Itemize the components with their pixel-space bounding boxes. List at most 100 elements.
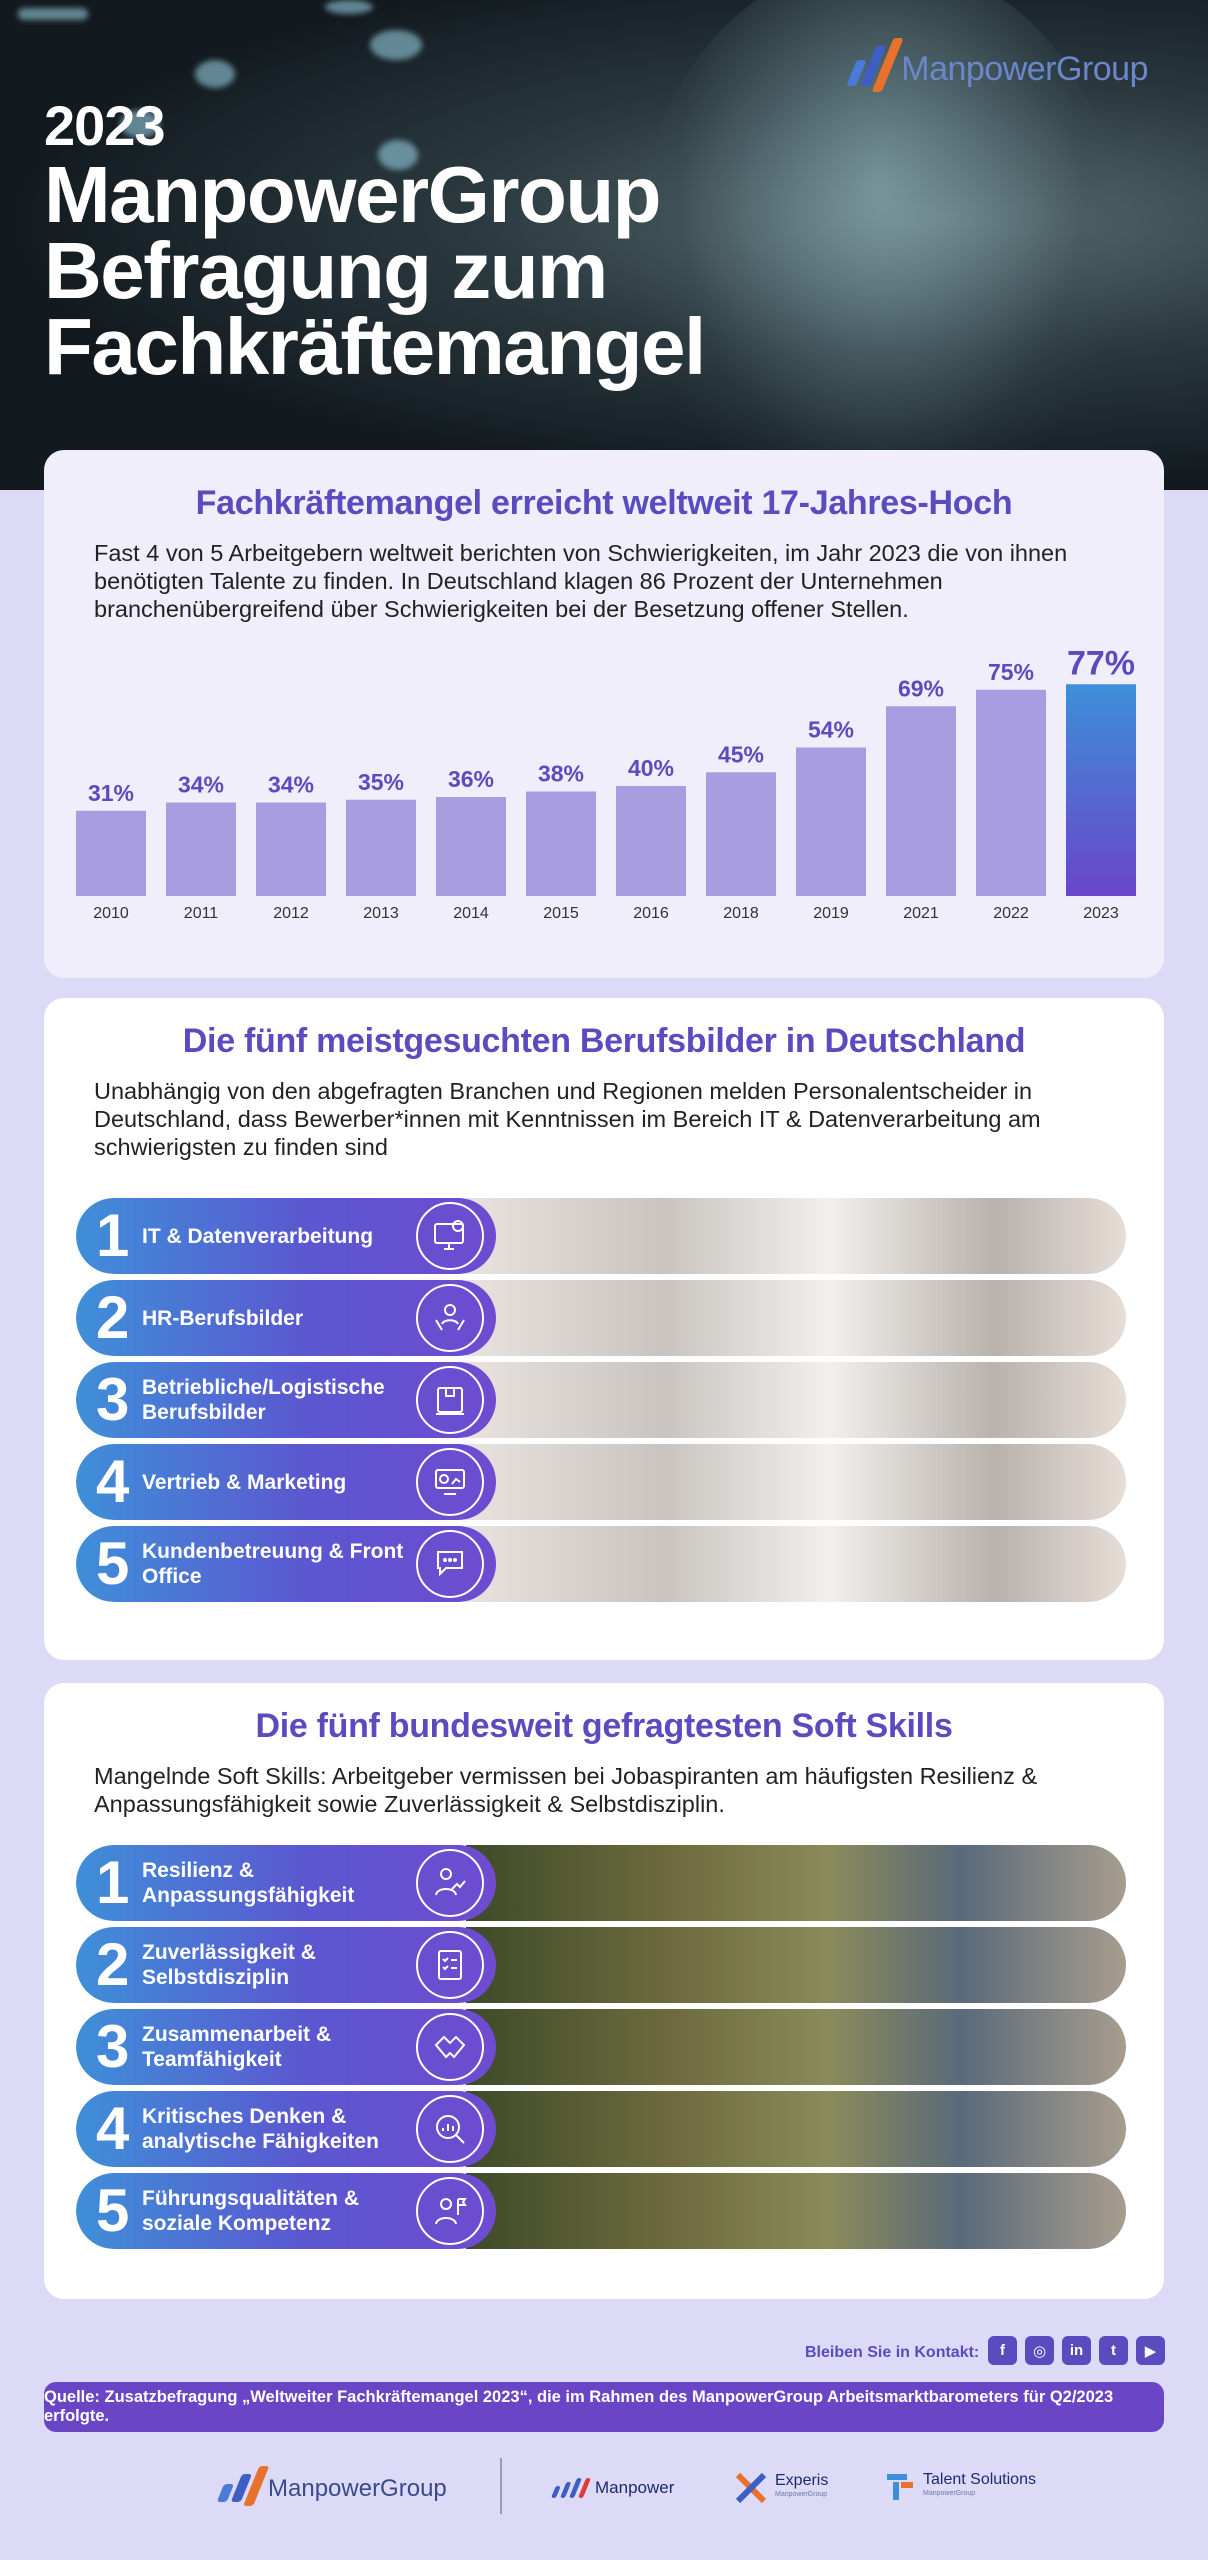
soft-skills-card: Die fünf bundesweit gefragtesten Soft Sk… [44,1683,1164,2299]
talent-solutions-logo: Talent Solutions ManpowerGroup [885,2472,1036,2502]
rank-number: 5 [96,2177,130,2244]
bar-2016 [616,786,686,896]
list-item: 1 Resilienz & Anpassungsfähigkeit [76,1845,1126,1921]
x-tick-label: 2010 [93,905,129,922]
linkedin-icon[interactable]: in [1062,2336,1091,2365]
source-note: Quelle: Zusatzbefragung „Weltweiter Fach… [44,2382,1164,2432]
x-tick-label: 2018 [723,905,759,922]
manpowergroup-logo: ManpowerGroup [846,38,1148,92]
section1-heading: Fachkräftemangel erreicht weltweit 17-Ja… [195,484,1013,522]
x-tick-label: 2012 [273,905,309,922]
logo-text: ManpowerGroup [901,49,1148,88]
bar-2023 [1066,684,1136,896]
bar-value-label: 38% [538,761,584,787]
bar-value-label: 75% [988,659,1034,685]
twitter-icon[interactable]: t [1099,2336,1128,2365]
section1-lead: Fast 4 von 5 Arbeitgebern weltweit beric… [94,540,1068,622]
x-tick-label: 2019 [813,905,849,922]
x-tick-label: 2015 [543,905,579,922]
logo-bars-icon [215,2466,270,2506]
shortage-chart-card: Fachkräftemangel erreicht weltweit 17-Ja… [44,450,1164,978]
x-tick-label: 2021 [903,905,939,922]
rank-number: 5 [96,1530,130,1597]
section3-lead: Mangelnde Soft Skills: Arbeitgeber vermi… [94,1763,1038,1817]
hero-banner: 2023 ManpowerGroup Befragung zum Fachkrä… [0,0,1208,490]
list-item: 2 HR-Berufsbilder [76,1280,1126,1356]
rank-number: 3 [96,2013,130,2080]
bar-2021 [886,706,956,896]
bar-value-label: 36% [448,766,494,792]
shortage-bar-chart: 31% 2010 34% 2011 34% 2012 35% 2013 36% 2014 38% 20… [76,644,1136,922]
rank-label: Kritisches Denken & analytische Fähigkei… [142,2105,379,2153]
rank-number: 1 [96,1202,130,1269]
section3-heading: Die fünf bundesweit gefragtesten Soft Sk… [255,1707,953,1745]
bar-value-label: 40% [628,755,674,781]
social-links: f ◎ in t ▶ [988,2336,1165,2365]
x-tick-label: 2022 [993,905,1029,922]
bar-2022 [976,689,1046,896]
bar-value-label: 54% [808,717,854,743]
bar-2015 [526,791,596,896]
bar-2012 [256,802,326,896]
bar-value-label: 45% [718,741,764,767]
instagram-icon[interactable]: ◎ [1025,2336,1054,2365]
brand-logos: ManpowerGroup Manpower Experis ManpowerG… [0,2450,1208,2530]
list-item: 4 Vertrieb & Marketing [76,1444,1126,1520]
hero-title-line-2: Befragung zum [44,226,608,315]
bar-2010 [76,810,146,896]
manpower-bars-icon [550,2478,592,2498]
rank-number: 4 [96,2095,130,2162]
experis-logo: Experis ManpowerGroup [735,2472,828,2504]
facebook-icon[interactable]: f [988,2336,1017,2365]
hero-title-line-3: Fachkräftemangel [44,302,706,391]
rank-number: 4 [96,1448,130,1515]
rank-label: HR-Berufsbilder [142,1306,304,1330]
handshake-icon [416,2013,484,2081]
bar-value-label: 77% [1067,644,1135,682]
hero-title: 2023 ManpowerGroup Befragung zum Fachkrä… [44,94,706,391]
bar-2014 [436,797,506,896]
rank-label: Resilienz & Anpassungsfähigkeit [142,1859,355,1907]
presentation-chart-icon [416,1448,484,1516]
youtube-icon[interactable]: ▶ [1136,2336,1165,2365]
list-item: 5 Kundenbetreuung & Front Office [76,1526,1126,1602]
list-item: 5 Führungsqualitäten & soziale Kompetenz [76,2173,1126,2249]
x-tick-label: 2023 [1083,905,1119,922]
person-hands-icon [416,1284,484,1352]
rank-label: Betriebliche/Logistische Berufsbilder [142,1376,385,1424]
logo-bars-icon [844,38,904,92]
brand-divider [500,2458,502,2514]
x-tick-label: 2016 [633,905,669,922]
rank-number: 2 [96,1931,130,1998]
monitor-gear-icon [416,1202,484,1270]
section2-heading: Die fünf meistgesuchten Berufsbilder in … [182,1022,1026,1060]
checklist-icon [416,1931,484,1999]
hero-year: 2023 [44,94,166,157]
box-icon [416,1366,484,1434]
hero-title-line-1: ManpowerGroup [44,150,662,239]
contact-label: Bleiben Sie in Kontakt: [805,2344,980,2361]
list-item: 3 Zusammenarbeit & Teamfähigkeit [76,2009,1126,2085]
experis-x-icon [735,2472,767,2504]
chat-headset-icon [416,1530,484,1598]
bar-2011 [166,802,236,896]
list-item: 4 Kritisches Denken & analytische Fähigk… [76,2091,1126,2167]
bar-value-label: 35% [358,769,404,795]
professions-card: Die fünf meistgesuchten Berufsbilder in … [44,998,1164,1660]
list-item: 1 IT & Datenverarbeitung [76,1198,1126,1274]
bar-value-label: 34% [178,772,224,798]
talent-solutions-icon [887,2474,913,2500]
rank-label: Führungsqualitäten & soziale Kompetenz [142,2187,359,2235]
section2-lead: Unabhängig von den abgefragten Branchen … [94,1078,1041,1160]
bar-2019 [796,747,866,896]
bar-2013 [346,799,416,896]
bar-value-label: 34% [268,772,314,798]
list-item: 3 Betriebliche/Logistische Berufsbilder [76,1362,1126,1438]
rank-number: 1 [96,1849,130,1916]
rank-label: Zuverlässigkeit & Selbstdisziplin [142,1941,316,1989]
rank-label: Zusammenarbeit & Teamfähigkeit [142,2023,332,2071]
rank-number: 2 [96,1284,130,1351]
rank-label: IT & Datenverarbeitung [142,1224,374,1248]
x-tick-label: 2013 [363,905,399,922]
x-tick-label: 2011 [184,905,219,922]
